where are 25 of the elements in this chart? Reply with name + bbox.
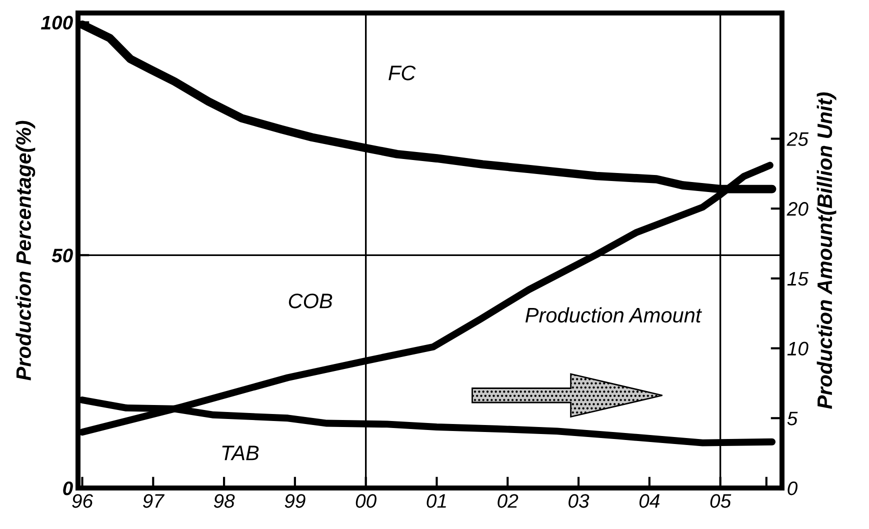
annotation: TAB [222, 446, 259, 460]
annotation: COB [288, 294, 332, 308]
x-tick-label: 97 [143, 494, 165, 508]
x-tick-label: 98 [214, 494, 235, 508]
y2-axis-title: Production Amount(Billion Unit) [816, 92, 836, 409]
y-tick-label: 50 [52, 248, 73, 262]
y2-tick-label: 15 [787, 272, 809, 286]
y2-tick-label: 20 [786, 202, 808, 216]
y-tick-label: 0 [63, 481, 73, 496]
x-tick-label: 03 [568, 494, 590, 508]
x-tick-label: 96 [72, 494, 94, 508]
y2-tick-label: 0 [788, 481, 798, 496]
x-tick-label: 05 [710, 494, 732, 508]
x-tick-label: 02 [498, 494, 518, 508]
y-axis-title: Production Percentage(%) [16, 120, 36, 380]
x-tick-label: 00 [356, 494, 376, 508]
x-tick-label: 04 [639, 494, 660, 508]
x-tick-label: 99 [284, 494, 306, 508]
y2-tick-label: 10 [787, 342, 808, 356]
y2-tick-label: 5 [787, 412, 798, 426]
y2-tick-label: 25 [786, 132, 809, 146]
x-tick-label: 01 [426, 494, 446, 508]
annotation: Production Amount [525, 307, 702, 323]
y-tick-label: 100 [41, 16, 73, 30]
annotation: FC [388, 66, 416, 80]
